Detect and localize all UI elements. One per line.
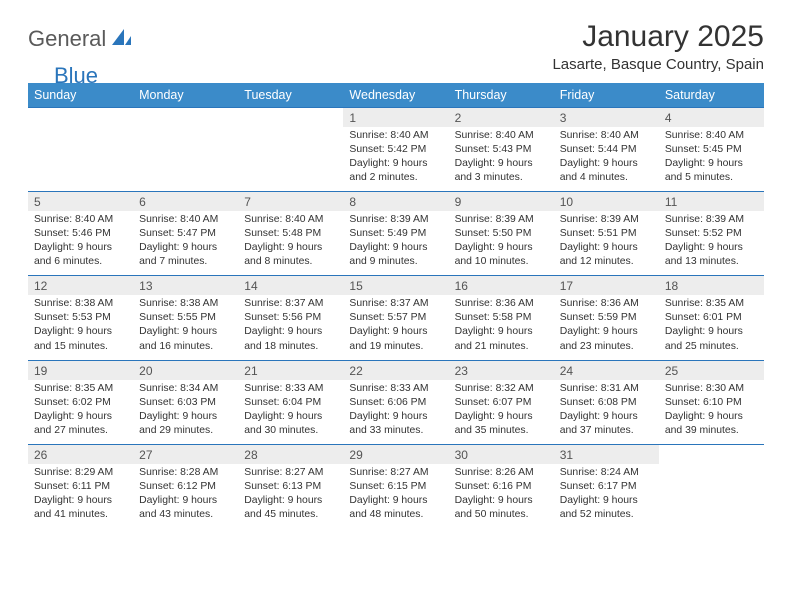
day-number-cell: 18: [659, 276, 764, 295]
location-subtitle: Lasarte, Basque Country, Spain: [552, 56, 764, 73]
day-detail-cell: Sunrise: 8:38 AMSunset: 5:55 PMDaylight:…: [133, 295, 238, 360]
day-detail-cell: Sunrise: 8:40 AMSunset: 5:44 PMDaylight:…: [554, 127, 659, 192]
daynum-row: 12131415161718: [28, 276, 764, 295]
day-detail-cell: Sunrise: 8:39 AMSunset: 5:50 PMDaylight:…: [449, 211, 554, 276]
day-number-cell: 2: [449, 108, 554, 127]
day-detail-cell: [133, 127, 238, 192]
day-number-cell: [238, 108, 343, 127]
day-detail-cell: Sunrise: 8:29 AMSunset: 6:11 PMDaylight:…: [28, 464, 133, 528]
day-number-cell: 6: [133, 192, 238, 211]
day-detail-cell: Sunrise: 8:40 AMSunset: 5:43 PMDaylight:…: [449, 127, 554, 192]
daynum-row: 19202122232425: [28, 361, 764, 380]
day-detail-cell: Sunrise: 8:24 AMSunset: 6:17 PMDaylight:…: [554, 464, 659, 528]
day-detail-cell: Sunrise: 8:33 AMSunset: 6:06 PMDaylight:…: [343, 380, 448, 445]
day-number-cell: 1: [343, 108, 448, 127]
month-title: January 2025: [552, 20, 764, 54]
daynum-row: 262728293031: [28, 445, 764, 464]
day-detail-cell: Sunrise: 8:37 AMSunset: 5:57 PMDaylight:…: [343, 295, 448, 360]
day-number-cell: 20: [133, 361, 238, 380]
day-number-cell: 12: [28, 276, 133, 295]
day-detail-cell: Sunrise: 8:30 AMSunset: 6:10 PMDaylight:…: [659, 380, 764, 445]
day-number-cell: 16: [449, 276, 554, 295]
day-detail-cell: Sunrise: 8:32 AMSunset: 6:07 PMDaylight:…: [449, 380, 554, 445]
logo-sail-icon: [110, 27, 132, 52]
day-detail-cell: Sunrise: 8:39 AMSunset: 5:51 PMDaylight:…: [554, 211, 659, 276]
day-detail-cell: Sunrise: 8:27 AMSunset: 6:15 PMDaylight:…: [343, 464, 448, 528]
day-detail-cell: Sunrise: 8:28 AMSunset: 6:12 PMDaylight:…: [133, 464, 238, 528]
day-number-cell: [659, 445, 764, 464]
day-number-cell: 19: [28, 361, 133, 380]
day-detail-row: Sunrise: 8:29 AMSunset: 6:11 PMDaylight:…: [28, 464, 764, 528]
day-number-cell: 22: [343, 361, 448, 380]
day-detail-cell: Sunrise: 8:39 AMSunset: 5:49 PMDaylight:…: [343, 211, 448, 276]
day-detail-cell: Sunrise: 8:35 AMSunset: 6:01 PMDaylight:…: [659, 295, 764, 360]
day-detail-cell: Sunrise: 8:34 AMSunset: 6:03 PMDaylight:…: [133, 380, 238, 445]
day-detail-row: Sunrise: 8:40 AMSunset: 5:42 PMDaylight:…: [28, 127, 764, 192]
day-number-cell: 8: [343, 192, 448, 211]
day-number-cell: 25: [659, 361, 764, 380]
day-detail-cell: Sunrise: 8:37 AMSunset: 5:56 PMDaylight:…: [238, 295, 343, 360]
day-detail-cell: Sunrise: 8:35 AMSunset: 6:02 PMDaylight:…: [28, 380, 133, 445]
day-number-cell: [28, 108, 133, 127]
weekday-header: Thursday: [449, 83, 554, 108]
day-number-cell: 10: [554, 192, 659, 211]
day-detail-cell: Sunrise: 8:27 AMSunset: 6:13 PMDaylight:…: [238, 464, 343, 528]
day-number-cell: 17: [554, 276, 659, 295]
day-detail-cell: Sunrise: 8:38 AMSunset: 5:53 PMDaylight:…: [28, 295, 133, 360]
day-detail-cell: [238, 127, 343, 192]
day-number-cell: 23: [449, 361, 554, 380]
weekday-header-row: Sunday Monday Tuesday Wednesday Thursday…: [28, 83, 764, 108]
day-number-cell: 3: [554, 108, 659, 127]
day-detail-row: Sunrise: 8:38 AMSunset: 5:53 PMDaylight:…: [28, 295, 764, 360]
day-detail-cell: Sunrise: 8:36 AMSunset: 5:58 PMDaylight:…: [449, 295, 554, 360]
day-number-cell: 21: [238, 361, 343, 380]
logo-text-general: General: [28, 26, 106, 52]
day-number-cell: 29: [343, 445, 448, 464]
day-number-cell: 31: [554, 445, 659, 464]
daynum-row: 567891011: [28, 192, 764, 211]
day-number-cell: [133, 108, 238, 127]
day-detail-cell: Sunrise: 8:40 AMSunset: 5:48 PMDaylight:…: [238, 211, 343, 276]
logo: General: [28, 20, 134, 52]
day-detail-cell: Sunrise: 8:40 AMSunset: 5:47 PMDaylight:…: [133, 211, 238, 276]
day-detail-cell: Sunrise: 8:26 AMSunset: 6:16 PMDaylight:…: [449, 464, 554, 528]
title-block: January 2025 Lasarte, Basque Country, Sp…: [552, 20, 764, 73]
weekday-header: Friday: [554, 83, 659, 108]
page-header: General January 2025 Lasarte, Basque Cou…: [28, 20, 764, 73]
day-number-cell: 9: [449, 192, 554, 211]
day-number-cell: 5: [28, 192, 133, 211]
day-number-cell: 11: [659, 192, 764, 211]
day-number-cell: 28: [238, 445, 343, 464]
calendar-table: Sunday Monday Tuesday Wednesday Thursday…: [28, 83, 764, 528]
weekday-header: Tuesday: [238, 83, 343, 108]
day-number-cell: 27: [133, 445, 238, 464]
day-detail-cell: Sunrise: 8:40 AMSunset: 5:42 PMDaylight:…: [343, 127, 448, 192]
weekday-header: Saturday: [659, 83, 764, 108]
weekday-header: Wednesday: [343, 83, 448, 108]
day-number-cell: 13: [133, 276, 238, 295]
day-detail-cell: Sunrise: 8:33 AMSunset: 6:04 PMDaylight:…: [238, 380, 343, 445]
logo-text-blue: Blue: [54, 63, 98, 89]
day-detail-row: Sunrise: 8:40 AMSunset: 5:46 PMDaylight:…: [28, 211, 764, 276]
daynum-row: 1234: [28, 108, 764, 127]
day-number-cell: 15: [343, 276, 448, 295]
day-number-cell: 7: [238, 192, 343, 211]
day-detail-cell: [28, 127, 133, 192]
day-detail-cell: Sunrise: 8:39 AMSunset: 5:52 PMDaylight:…: [659, 211, 764, 276]
day-number-cell: 24: [554, 361, 659, 380]
weekday-header: Monday: [133, 83, 238, 108]
day-detail-row: Sunrise: 8:35 AMSunset: 6:02 PMDaylight:…: [28, 380, 764, 445]
day-detail-cell: Sunrise: 8:36 AMSunset: 5:59 PMDaylight:…: [554, 295, 659, 360]
calendar-page: General January 2025 Lasarte, Basque Cou…: [0, 0, 792, 528]
day-detail-cell: Sunrise: 8:40 AMSunset: 5:45 PMDaylight:…: [659, 127, 764, 192]
day-detail-cell: Sunrise: 8:31 AMSunset: 6:08 PMDaylight:…: [554, 380, 659, 445]
calendar-body: 1234Sunrise: 8:40 AMSunset: 5:42 PMDayli…: [28, 108, 764, 528]
day-number-cell: 14: [238, 276, 343, 295]
day-number-cell: 4: [659, 108, 764, 127]
day-number-cell: 30: [449, 445, 554, 464]
day-detail-cell: Sunrise: 8:40 AMSunset: 5:46 PMDaylight:…: [28, 211, 133, 276]
day-detail-cell: [659, 464, 764, 528]
day-number-cell: 26: [28, 445, 133, 464]
